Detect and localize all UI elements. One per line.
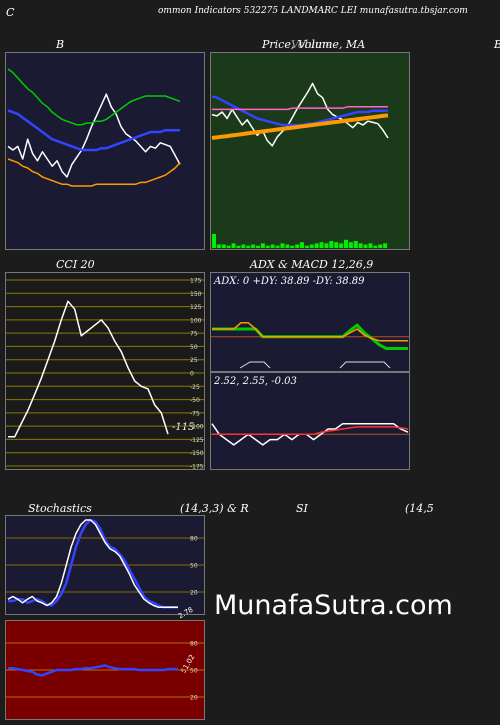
cci-label: CCI 20 <box>56 258 95 271</box>
adx-readout: ADX: 0 +DY: 38.89 -DY: 38.89 <box>214 276 365 287</box>
rsi-label-left: SI <box>296 502 308 515</box>
macd-red-line <box>212 426 409 436</box>
volume-bar <box>334 242 339 248</box>
price-pink-line <box>212 106 388 111</box>
volume-bar <box>295 244 300 248</box>
volume-bar <box>358 243 363 248</box>
cci-tick-label: 125 <box>190 304 202 311</box>
volume-bar <box>339 243 344 248</box>
cci-white-line <box>8 300 169 438</box>
adx-label: ADX & MACD 12,26,9 <box>250 258 374 271</box>
stochastic-tick-label: 20 <box>190 590 198 597</box>
volume-bar <box>319 242 324 248</box>
volume-bar <box>368 243 373 248</box>
stochastic-white-line <box>7 519 178 609</box>
price-right-edge: B <box>494 38 500 51</box>
volume-bar <box>383 243 388 248</box>
volume-bar <box>212 234 216 248</box>
cci-tick-label: 50 <box>190 344 198 351</box>
volume-bar <box>363 244 368 248</box>
cci-tick-label: -75 <box>190 410 200 417</box>
watermark: MunafaSutra.com <box>214 590 453 621</box>
volume-bar <box>353 241 358 248</box>
cci-current: -115 <box>172 422 195 433</box>
volume-bar <box>314 243 319 248</box>
stochastic-tick-label: 50 <box>190 563 198 570</box>
volume-bar <box>373 245 378 248</box>
volume-bar <box>270 244 275 248</box>
price-label: Price, Volume, MA <box>262 38 366 51</box>
price-white-line <box>211 82 389 147</box>
rsi-blue-line <box>8 664 178 677</box>
cci-tick-label: -175 <box>190 464 204 471</box>
rsi-tick-label: 50 <box>190 668 198 675</box>
macd-readout: 2.52, 2.55, -0.03 <box>214 376 297 387</box>
cci-tick-label: 75 <box>190 331 198 338</box>
cci-tick-label: -125 <box>190 437 204 444</box>
header-left: C <box>6 6 15 19</box>
volume-bar <box>280 243 285 248</box>
bollinger-orange-line <box>7 158 181 187</box>
volume-bar <box>348 242 353 248</box>
adx-panel <box>210 272 410 372</box>
price-blue-line <box>211 95 388 127</box>
volume-bar <box>256 245 260 248</box>
cci-tick-label: -50 <box>190 397 200 404</box>
adx-orange-line <box>212 322 408 342</box>
price-orange-line <box>211 113 389 140</box>
cci-tick-label: 100 <box>190 317 202 324</box>
adx-hump <box>239 361 271 369</box>
stochastic-tick-label: 80 <box>190 536 198 543</box>
bollinger-blue-line <box>7 109 180 152</box>
volume-bar <box>246 245 251 248</box>
stochastic-blue-line <box>8 518 178 609</box>
cci-tick-label: -150 <box>190 450 204 457</box>
volume-bar <box>231 243 236 248</box>
adx-hump <box>339 361 391 369</box>
volume-bar <box>275 245 280 248</box>
volume-bar <box>251 244 256 248</box>
volume-bar <box>285 244 290 248</box>
volume-bar <box>226 245 231 248</box>
volume-bar <box>378 244 383 248</box>
volume-bar <box>309 244 314 248</box>
stoch-label-left: Stochastics <box>28 502 92 515</box>
volume-bar <box>344 239 348 248</box>
cci-tick-label: -100 <box>190 424 204 431</box>
macd-white-line <box>211 422 409 446</box>
rsi-tick-label: 20 <box>190 695 198 702</box>
volume-bar <box>241 244 246 248</box>
rsi-tick-label: 80 <box>190 641 198 648</box>
volume-bar <box>329 241 334 248</box>
bb-label: B <box>56 38 65 51</box>
cci-tick-label: -25 <box>190 384 200 391</box>
volume-bar <box>300 242 304 248</box>
rsi-label-right: (14,5 <box>405 502 434 515</box>
macd-panel <box>210 372 410 470</box>
volume-bar <box>324 243 329 248</box>
bollinger-panel <box>5 52 205 250</box>
volume-bar <box>221 244 226 248</box>
cci-tick-label: 175 <box>190 278 202 285</box>
volume-bar <box>265 245 270 248</box>
volume-bar <box>304 245 309 248</box>
cci-tick-label: 25 <box>190 357 198 364</box>
cci-tick-label: 0 <box>190 371 194 378</box>
price-overlay-label: Volume <box>291 38 333 51</box>
stoch-label-mid: (14,3,3) & R <box>180 502 249 515</box>
volume-bar <box>236 245 241 248</box>
volume-bar <box>216 244 221 248</box>
price-panel <box>210 52 410 250</box>
header-title: ommon Indicators 532275 LANDMARC LEI mun… <box>158 6 468 16</box>
bollinger-green-line <box>7 68 181 126</box>
volume-bar <box>260 243 265 248</box>
volume-bar <box>290 245 295 248</box>
cci-panel <box>5 272 205 470</box>
bollinger-white-line <box>7 93 181 178</box>
cci-tick-label: 150 <box>190 291 202 298</box>
